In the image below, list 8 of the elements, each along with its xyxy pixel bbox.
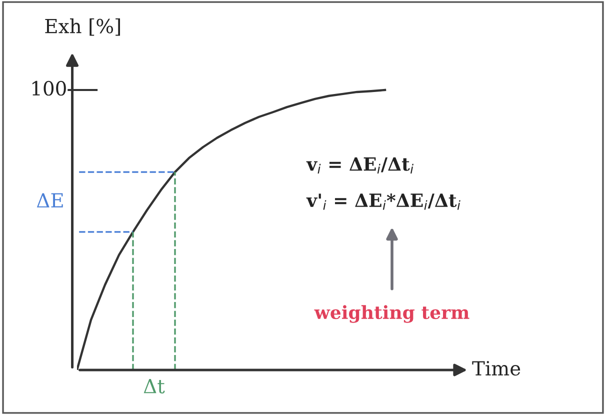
text: Δt [144,379,165,394]
y-axis-title: Exh [%] [45,18,120,36]
annotation: weighting term [314,305,470,323]
text: ΔE [36,193,63,208]
x-axis-title: Time [472,361,520,376]
annotation: v$_{i}$ = ΔE$_{i}$/Δt$_{i}$ [306,157,414,174]
text: 100 [32,80,66,96]
annotation: v'$_{i}$ = ΔE$_{i}$*ΔE$_{i}$/Δt$_{i}$ [306,193,460,210]
